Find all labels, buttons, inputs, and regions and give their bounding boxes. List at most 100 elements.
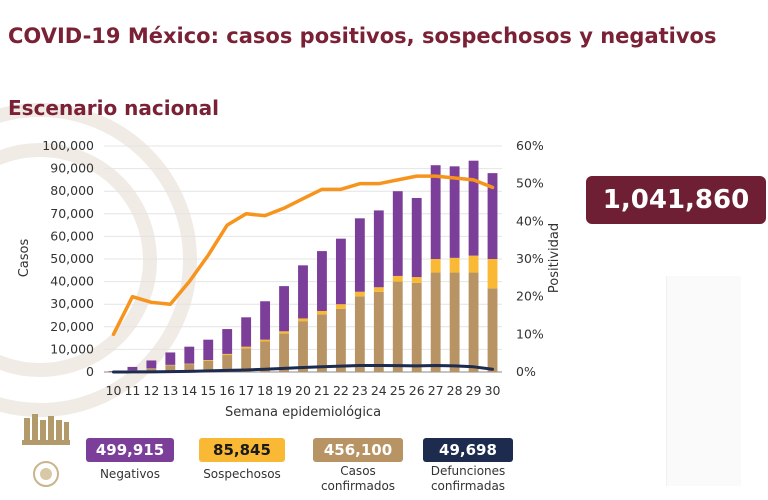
y-tick-label: 100,000 (42, 138, 94, 153)
x-tick-label: 19 (276, 383, 292, 398)
x-tick-label: 11 (124, 383, 140, 398)
y-tick-label: 90,000 (50, 161, 94, 176)
bar-confirmados (203, 360, 214, 372)
x-tick-label: 15 (200, 383, 216, 398)
confirmados-label: Casos confirmados (320, 464, 396, 493)
bar-sospechosos (203, 360, 214, 361)
bar-negativos (279, 286, 289, 332)
bar-negativos (335, 238, 346, 305)
bar-sospechosos (487, 259, 498, 289)
y2-tick-label: 30% (516, 251, 544, 266)
chart-lines (111, 174, 495, 374)
bar-negativos (411, 197, 422, 278)
bar-sospechosos (411, 277, 422, 283)
national-emblem-icon (22, 414, 70, 487)
x-tick-label: 30 (485, 383, 501, 398)
bar-negativos (298, 265, 308, 319)
bar-negativos (260, 301, 271, 340)
x-tick-label: 29 (466, 383, 482, 398)
page-subtitle: Escenario nacional (8, 96, 219, 120)
x-tick-label: 17 (238, 383, 254, 398)
x-tick-label: 23 (352, 383, 368, 398)
x-tick-label: 10 (106, 383, 122, 398)
defunciones-value: 49,698 (423, 438, 513, 462)
bar-negativos (468, 160, 479, 256)
bar-sospechosos (260, 339, 271, 342)
bar-confirmados (165, 365, 176, 372)
bar-sospechosos (468, 255, 479, 273)
bar-negativos (127, 366, 138, 371)
x-tick-label: 27 (428, 383, 444, 398)
bar-sospechosos (373, 287, 384, 292)
bar-confirmados (241, 348, 252, 372)
bar-sospechosos (222, 353, 233, 356)
defunciones-label: Defunciones confirmadas (430, 464, 506, 493)
x-axis-ticks: 10 11 12 13 14 15 16 17 18 19 20 21 22 23 24 25 26 27 28 29… (106, 383, 501, 398)
bar-confirmados (146, 368, 157, 372)
bar-negativos (392, 191, 403, 276)
y-tick-label: 10,000 (50, 341, 94, 356)
y-tick-label: 70,000 (50, 206, 94, 221)
total-tests-badge: 1,041,860 (586, 176, 766, 224)
bar-negativos (430, 165, 441, 259)
x-tick-label: 12 (143, 383, 159, 398)
x-axis-label: Semana epidemiológica (225, 405, 381, 420)
bar-confirmados (335, 308, 346, 372)
x-tick-label: 21 (314, 383, 330, 398)
x-tick-label: 26 (409, 383, 425, 398)
bar-sospechosos (241, 346, 252, 349)
sospechosos-value: 85,845 (199, 438, 285, 462)
bar-negativos (184, 346, 195, 364)
bar-confirmados (430, 272, 441, 372)
side-panel (666, 276, 741, 486)
negativos-label: Negativos (99, 467, 161, 481)
line-defunciones (111, 363, 495, 374)
bar-sospechosos (354, 291, 365, 297)
y2-tick-label: 40% (516, 213, 544, 228)
y2-axis-label: Positividad (547, 223, 562, 293)
bar-confirmados (487, 288, 498, 372)
bar-confirmados (468, 272, 479, 372)
bar-negativos (373, 210, 384, 288)
bar-confirmados (411, 282, 422, 372)
bar-confirmados (317, 314, 327, 372)
bar-sospechosos (298, 318, 308, 322)
y-tick-label: 20,000 (50, 319, 94, 334)
x-tick-label: 28 (447, 383, 463, 398)
bar-confirmados (449, 272, 460, 372)
y2-tick-label: 50% (516, 176, 544, 191)
bar-negativos (241, 317, 252, 347)
y2-axis-ticks: 0% 10% 20% 30% 40% 50% 60% (516, 138, 544, 379)
bar-negativos (165, 352, 176, 365)
x-tick-label: 25 (390, 383, 406, 398)
y-axis-label: Casos (17, 239, 32, 278)
line-positividad (111, 174, 495, 337)
bar-confirmados (279, 333, 289, 372)
y2-tick-label: 10% (516, 326, 544, 341)
bar-confirmados (354, 296, 365, 372)
x-tick-label: 24 (371, 383, 387, 398)
bar-negativos (487, 173, 498, 259)
y2-tick-label: 20% (516, 289, 544, 304)
x-tick-label: 18 (257, 383, 273, 398)
x-tick-label: 14 (181, 383, 197, 398)
y-tick-label: 80,000 (50, 183, 94, 198)
chart-bars (108, 160, 498, 372)
bar-confirmados (373, 291, 384, 372)
x-tick-label: 16 (219, 383, 235, 398)
bar-negativos (146, 360, 157, 369)
bar-confirmados (392, 281, 403, 372)
y-tick-label: 60,000 (50, 228, 94, 243)
bar-negativos (222, 329, 233, 354)
y-tick-label: 0 (86, 364, 94, 379)
bar-sospechosos (317, 310, 327, 315)
confirmados-value: 456,100 (313, 438, 403, 462)
y2-tick-label: 0% (516, 364, 536, 379)
y-axis-ticks: 0 10,000 20,000 30,000 40,000 50,000 60,000 70,… (42, 138, 94, 379)
x-tick-label: 22 (333, 383, 349, 398)
y-tick-label: 30,000 (50, 296, 94, 311)
bar-confirmados (298, 321, 308, 372)
bar-negativos (317, 251, 327, 311)
x-tick-label: 13 (162, 383, 178, 398)
